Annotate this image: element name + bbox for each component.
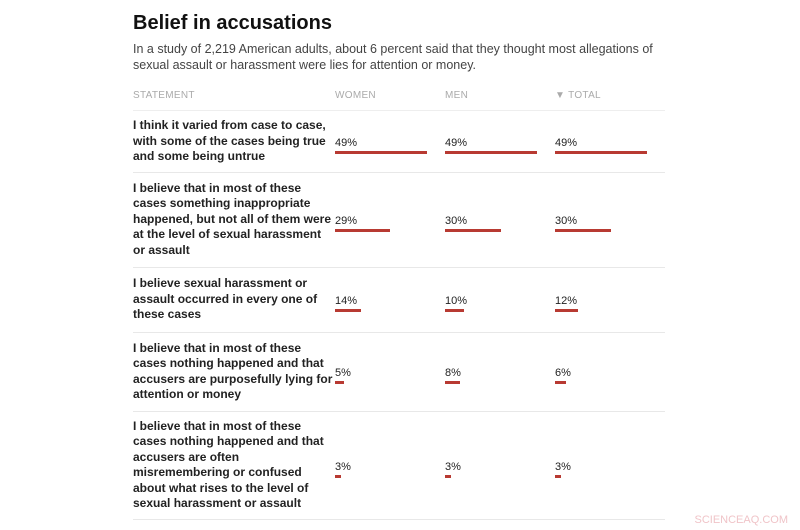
total-bar bbox=[555, 381, 567, 384]
total-value-label: 6% bbox=[555, 367, 571, 379]
column-header-men[interactable]: MEN bbox=[445, 90, 469, 101]
men-cell: 8% bbox=[445, 359, 555, 384]
table-row: I believe sexual harassment or assault o… bbox=[133, 268, 665, 333]
men-cell: 10% bbox=[445, 287, 555, 312]
total-bar bbox=[555, 474, 561, 478]
men-value-label: 30% bbox=[445, 215, 468, 227]
column-header-total[interactable]: ▼ TOTAL bbox=[555, 90, 601, 101]
men-value-label: 8% bbox=[445, 367, 461, 379]
total-bar bbox=[555, 150, 648, 154]
men-bar bbox=[445, 150, 538, 154]
women-cell: 5% bbox=[335, 359, 445, 384]
men-value-label: 49% bbox=[445, 136, 468, 149]
total-bar bbox=[555, 229, 612, 232]
statement-cell: I believe that in most of these cases so… bbox=[133, 180, 332, 257]
women-bar bbox=[335, 150, 428, 154]
men-bar bbox=[445, 229, 502, 232]
statement-cell: I think it varied from case to case, wit… bbox=[133, 118, 326, 163]
total-value-label: 30% bbox=[555, 215, 578, 227]
column-header-statement[interactable]: STATEMENT bbox=[133, 90, 195, 101]
chart-subtitle: In a study of 2,219 American adults, abo… bbox=[133, 42, 653, 72]
men-value-label: 3% bbox=[445, 460, 461, 473]
total-value-label: 49% bbox=[555, 136, 578, 149]
men-bar bbox=[445, 474, 451, 478]
men-bar bbox=[445, 309, 464, 312]
total-value-label: 3% bbox=[555, 460, 571, 473]
chart-table: Belief in accusations In a study of 2,21… bbox=[133, 10, 665, 520]
women-cell: 3% bbox=[335, 453, 445, 478]
men-cell: 3% bbox=[445, 453, 555, 478]
table-body: I think it varied from case to case, wit… bbox=[133, 111, 665, 520]
men-cell: 30% bbox=[445, 207, 555, 232]
table-header: STATEMENT WOMEN MEN ▼ TOTAL bbox=[133, 90, 665, 111]
statement-cell: I believe that in most of these cases no… bbox=[133, 418, 324, 511]
women-value-label: 5% bbox=[335, 367, 351, 379]
women-cell: 29% bbox=[335, 207, 445, 232]
total-cell: 3% bbox=[555, 453, 665, 478]
men-bar bbox=[445, 381, 461, 384]
total-bar bbox=[555, 309, 578, 312]
women-cell: 14% bbox=[335, 287, 445, 312]
statement-cell: I believe sexual harassment or assault o… bbox=[133, 276, 318, 322]
women-value-label: 29% bbox=[335, 215, 358, 227]
total-cell: 6% bbox=[555, 359, 665, 384]
men-value-label: 10% bbox=[445, 295, 468, 307]
total-cell: 30% bbox=[555, 207, 665, 232]
total-cell: 12% bbox=[555, 287, 665, 312]
table-row: I believe that in most of these cases no… bbox=[133, 412, 665, 520]
women-value-label: 14% bbox=[335, 295, 358, 307]
women-value-label: 3% bbox=[335, 460, 351, 473]
women-value-label: 49% bbox=[335, 136, 358, 149]
table-row: I believe that in most of these cases so… bbox=[133, 173, 665, 268]
watermark: SCIENCEAQ.COM bbox=[694, 514, 788, 526]
column-header-women[interactable]: WOMEN bbox=[335, 90, 376, 101]
women-bar bbox=[335, 474, 341, 478]
table-row: I think it varied from case to case, wit… bbox=[133, 111, 665, 173]
women-cell: 49% bbox=[335, 129, 445, 154]
chart-title: Belief in accusations bbox=[133, 12, 332, 34]
women-bar bbox=[335, 381, 345, 384]
table-row: I believe that in most of these cases no… bbox=[133, 333, 665, 412]
total-cell: 49% bbox=[555, 129, 665, 154]
total-value-label: 12% bbox=[555, 295, 578, 307]
women-bar bbox=[335, 229, 390, 232]
men-cell: 49% bbox=[445, 129, 555, 154]
statement-cell: I believe that in most of these cases no… bbox=[133, 340, 333, 402]
women-bar bbox=[335, 309, 362, 312]
